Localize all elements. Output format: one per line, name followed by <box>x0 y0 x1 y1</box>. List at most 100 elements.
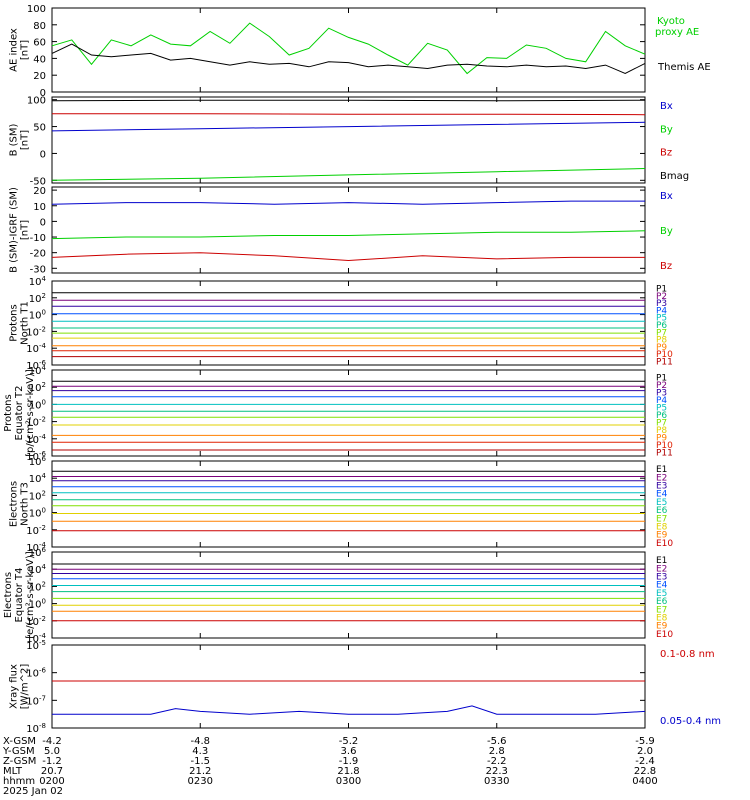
y-tick-label: 20 <box>33 186 46 197</box>
x-axis-value: 5.0 <box>44 746 60 757</box>
legend-entry: P2 <box>656 292 667 302</box>
legend-entry: P3 <box>656 299 667 309</box>
y-axis-label: AE index <box>9 28 20 72</box>
x-axis-value: 0330 <box>484 776 509 787</box>
panel-protons-equator: 104 102 100 10-2 10-4 10-6 Protons Equator T2 [p… <box>3 364 673 463</box>
y-axis-label: Equator T4 <box>14 568 25 623</box>
y-tick-label: 100 <box>27 4 46 15</box>
y-tick-label: 10-4 <box>26 541 46 554</box>
y-tick-label: 100 <box>29 507 46 520</box>
legend-entry: Bz <box>660 148 672 159</box>
y-axis-label: [p/(cm²-s-sr-keV)] <box>25 369 36 457</box>
x-axis-value: -5.9 <box>635 736 655 747</box>
x-axis-date: 2025 Jan 02 <box>3 786 63 797</box>
y-tick-label: 10-6 <box>26 667 46 680</box>
legend-entry: P11 <box>656 448 673 458</box>
x-axis-value: -4.8 <box>190 736 210 747</box>
y-axis-label: [nT] <box>20 220 31 240</box>
legend-entry: E3 <box>656 573 667 583</box>
y-tick-label: 100 <box>29 398 46 411</box>
x-axis-value: 2.8 <box>489 746 505 757</box>
y-tick-label: 10-2 <box>26 416 46 429</box>
x-axis-value: 0200 <box>39 776 64 787</box>
y-tick-label: 80 <box>33 21 46 32</box>
legend-entry: Kyoto <box>657 16 685 27</box>
legend-entry: P7 <box>656 328 667 338</box>
y-tick-label: 102 <box>29 381 46 394</box>
legend-entry: By <box>660 124 673 135</box>
series-line-bz <box>51 252 645 262</box>
x-axis-row-label: Y-GSM <box>2 746 35 757</box>
y-tick-label: 100 <box>27 96 46 107</box>
y-tick-label: 10-6 <box>26 450 46 463</box>
x-axis-value: -4.2 <box>42 736 62 747</box>
y-tick-label: 102 <box>29 580 46 593</box>
x-axis-value: -1.9 <box>339 756 359 767</box>
legend-entry: P9 <box>656 433 667 443</box>
legend-entry: P6 <box>656 321 667 331</box>
series-line-bx <box>51 121 646 132</box>
panel-frame <box>51 460 646 548</box>
y-tick-label: -20 <box>30 249 46 260</box>
legend-entry: P5 <box>656 314 667 324</box>
legend-entry: E5 <box>656 498 667 508</box>
legend-entry: E6 <box>656 597 668 607</box>
y-tick-label: 104 <box>29 563 47 576</box>
legend-entry: P4 <box>656 306 667 316</box>
y-tick-label: -50 <box>30 176 46 187</box>
legend-entry: P7 <box>656 418 667 428</box>
legend-entry: Bx <box>660 101 673 112</box>
legend-entry: E1 <box>656 465 667 475</box>
y-axis-label: North T3 <box>20 482 31 526</box>
x-axis-value: -2.2 <box>487 756 507 767</box>
legend-entry: P4 <box>656 396 667 406</box>
x-axis-row-label: MLT <box>3 766 23 777</box>
legend-entry: E5 <box>656 589 667 599</box>
x-axis-value: 22.8 <box>634 766 656 777</box>
x-axis-value: 21.8 <box>337 766 359 777</box>
panel-bigrf: -30 -20 -10 0 10 20 B (SM)-IGRF (SM) [nT] Bx By Bz <box>9 186 673 275</box>
legend-entry: P11 <box>656 357 673 367</box>
legend-entry: P6 <box>656 411 667 421</box>
y-axis-label: Protons <box>9 304 20 341</box>
legend-entry: Bmag <box>660 171 689 182</box>
x-axis-row-label: hhmm <box>3 776 35 787</box>
x-axis-value: 22.3 <box>486 766 508 777</box>
legend-entry: E3 <box>656 482 667 492</box>
legend-entry: E10 <box>656 630 673 640</box>
y-tick-label: 104 <box>29 275 47 288</box>
y-tick-label: 50 <box>33 123 46 134</box>
legend-entry: E4 <box>656 490 668 500</box>
legend-entry: E2 <box>656 564 667 574</box>
y-tick-label: 10-4 <box>26 632 46 645</box>
legend-entry: P10 <box>656 350 673 360</box>
y-axis-label: Electrons <box>9 481 20 527</box>
legend-entry: P9 <box>656 343 667 353</box>
legend-entry: P8 <box>656 336 667 346</box>
legend-entry: E8 <box>656 614 668 624</box>
series-line-by <box>51 168 646 181</box>
y-axis-label: North T1 <box>20 301 31 345</box>
panel-electrons-equator: 106 104 102 100 10-2 10-4 Electrons Equator T4[… <box>3 546 673 645</box>
legend-entry: proxy AE <box>655 27 699 38</box>
legend-entry: E9 <box>656 531 668 541</box>
y-tick-label: 10-4 <box>26 342 46 355</box>
legend-entry: E2 <box>656 473 667 483</box>
series-line-themis-ae <box>51 43 646 75</box>
x-axis-value: 2.0 <box>637 746 653 757</box>
y-tick-label: 10-4 <box>26 433 46 446</box>
y-tick-label: 10-7 <box>26 694 46 707</box>
x-axis-value: 3.6 <box>341 746 357 757</box>
legend-entry: P2 <box>656 381 667 391</box>
x-axis-value: -1.2 <box>42 756 62 767</box>
y-tick-label: 10-8 <box>26 722 46 735</box>
y-tick-label: 104 <box>29 472 47 485</box>
y-tick-label: 10-2 <box>26 524 46 537</box>
series-line-by <box>51 230 646 240</box>
legend-entry: E1 <box>656 556 667 566</box>
legend-entry: By <box>660 226 673 237</box>
legend-entry: E8 <box>656 523 668 533</box>
